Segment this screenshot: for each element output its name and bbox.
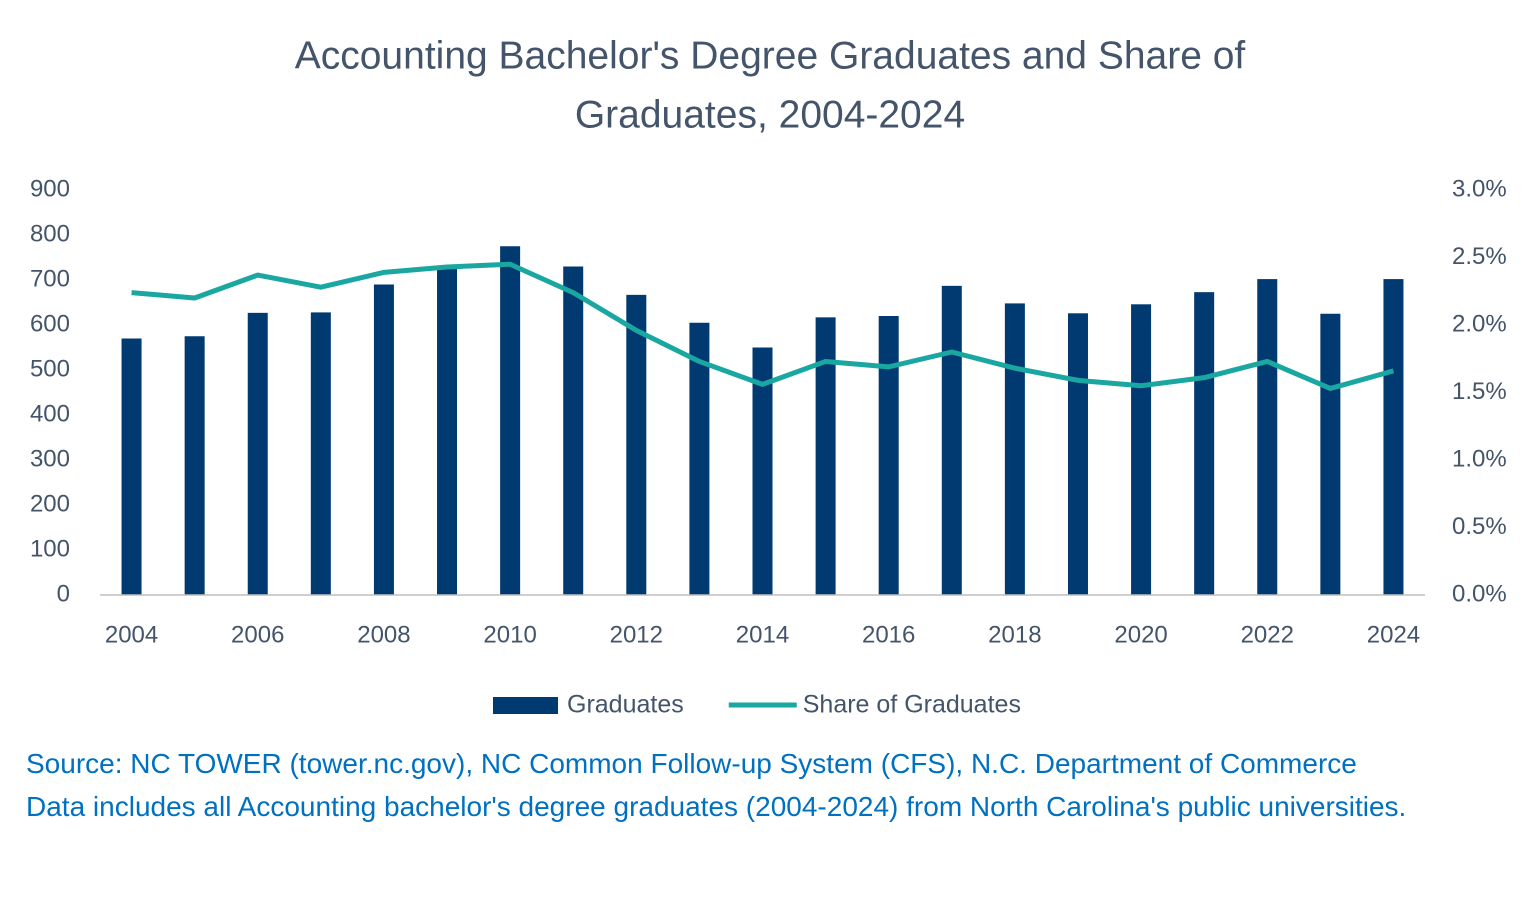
legend-swatch bbox=[493, 697, 558, 714]
bar bbox=[1383, 279, 1404, 595]
bar bbox=[815, 317, 836, 595]
bar bbox=[941, 285, 962, 595]
y2-tick-label: 2.0% bbox=[1452, 310, 1507, 337]
bar bbox=[689, 322, 710, 595]
x-tick-label: 2020 bbox=[1114, 621, 1167, 648]
y2-tick-label: 0.5% bbox=[1452, 513, 1507, 540]
bar bbox=[121, 338, 142, 595]
line bbox=[131, 261, 1395, 391]
bar bbox=[1067, 313, 1088, 595]
bar bbox=[310, 312, 331, 595]
y2-tick-label: 0.0% bbox=[1452, 580, 1507, 607]
bar bbox=[1194, 292, 1215, 595]
x-tick-label: 2012 bbox=[610, 621, 663, 648]
y2-tick-label: 1.5% bbox=[1452, 378, 1507, 405]
y-tick-label: 100 bbox=[30, 535, 70, 562]
bar bbox=[626, 294, 647, 595]
y-tick-label: 500 bbox=[30, 355, 70, 382]
y2-tick-label: 2.5% bbox=[1452, 243, 1507, 270]
x-tick-label: 2022 bbox=[1241, 621, 1294, 648]
y-tick-label: 800 bbox=[30, 220, 70, 247]
bar bbox=[752, 347, 773, 595]
y-tick-label: 0 bbox=[57, 580, 70, 607]
x-tick-label: 2010 bbox=[483, 621, 536, 648]
bar bbox=[1320, 313, 1341, 595]
y2-tick-label: 1.0% bbox=[1452, 445, 1507, 472]
legend-label: Share of Graduates bbox=[803, 691, 1021, 719]
bar bbox=[247, 312, 268, 595]
bar bbox=[878, 316, 899, 595]
source-note: Source: NC TOWER (tower.nc.gov), NC Comm… bbox=[26, 748, 1357, 779]
bar bbox=[1131, 304, 1152, 595]
notes: Source: NC TOWER (tower.nc.gov), NC Comm… bbox=[26, 742, 1526, 828]
bar bbox=[1004, 303, 1025, 595]
bar bbox=[373, 284, 394, 595]
y-tick-label: 600 bbox=[30, 310, 70, 337]
x-tick-label: 2006 bbox=[231, 621, 284, 648]
legend-label: Graduates bbox=[567, 691, 684, 719]
data-note: Data includes all Accounting bachelor's … bbox=[26, 791, 1407, 822]
x-tick-label: 2008 bbox=[357, 621, 410, 648]
bar bbox=[437, 266, 458, 595]
y2-tick-label: 3.0% bbox=[1452, 175, 1507, 202]
x-tick-label: 2018 bbox=[988, 621, 1041, 648]
y-tick-label: 900 bbox=[30, 175, 70, 202]
x-tick-label: 2016 bbox=[862, 621, 915, 648]
y-tick-label: 300 bbox=[30, 445, 70, 472]
bar bbox=[184, 336, 205, 595]
bar bbox=[1257, 279, 1278, 595]
y-tick-label: 200 bbox=[30, 490, 70, 517]
bar bbox=[500, 246, 521, 595]
x-tick-label: 2014 bbox=[736, 621, 789, 648]
x-tick-label: 2004 bbox=[105, 621, 158, 648]
x-tick-label: 2024 bbox=[1367, 621, 1420, 648]
chart-title: Graduates, 2004-2024 bbox=[575, 93, 965, 136]
chart-title: Accounting Bachelor's Degree Graduates a… bbox=[295, 34, 1246, 77]
y-tick-label: 400 bbox=[30, 400, 70, 427]
bar bbox=[563, 266, 584, 595]
y-tick-label: 700 bbox=[30, 265, 70, 292]
